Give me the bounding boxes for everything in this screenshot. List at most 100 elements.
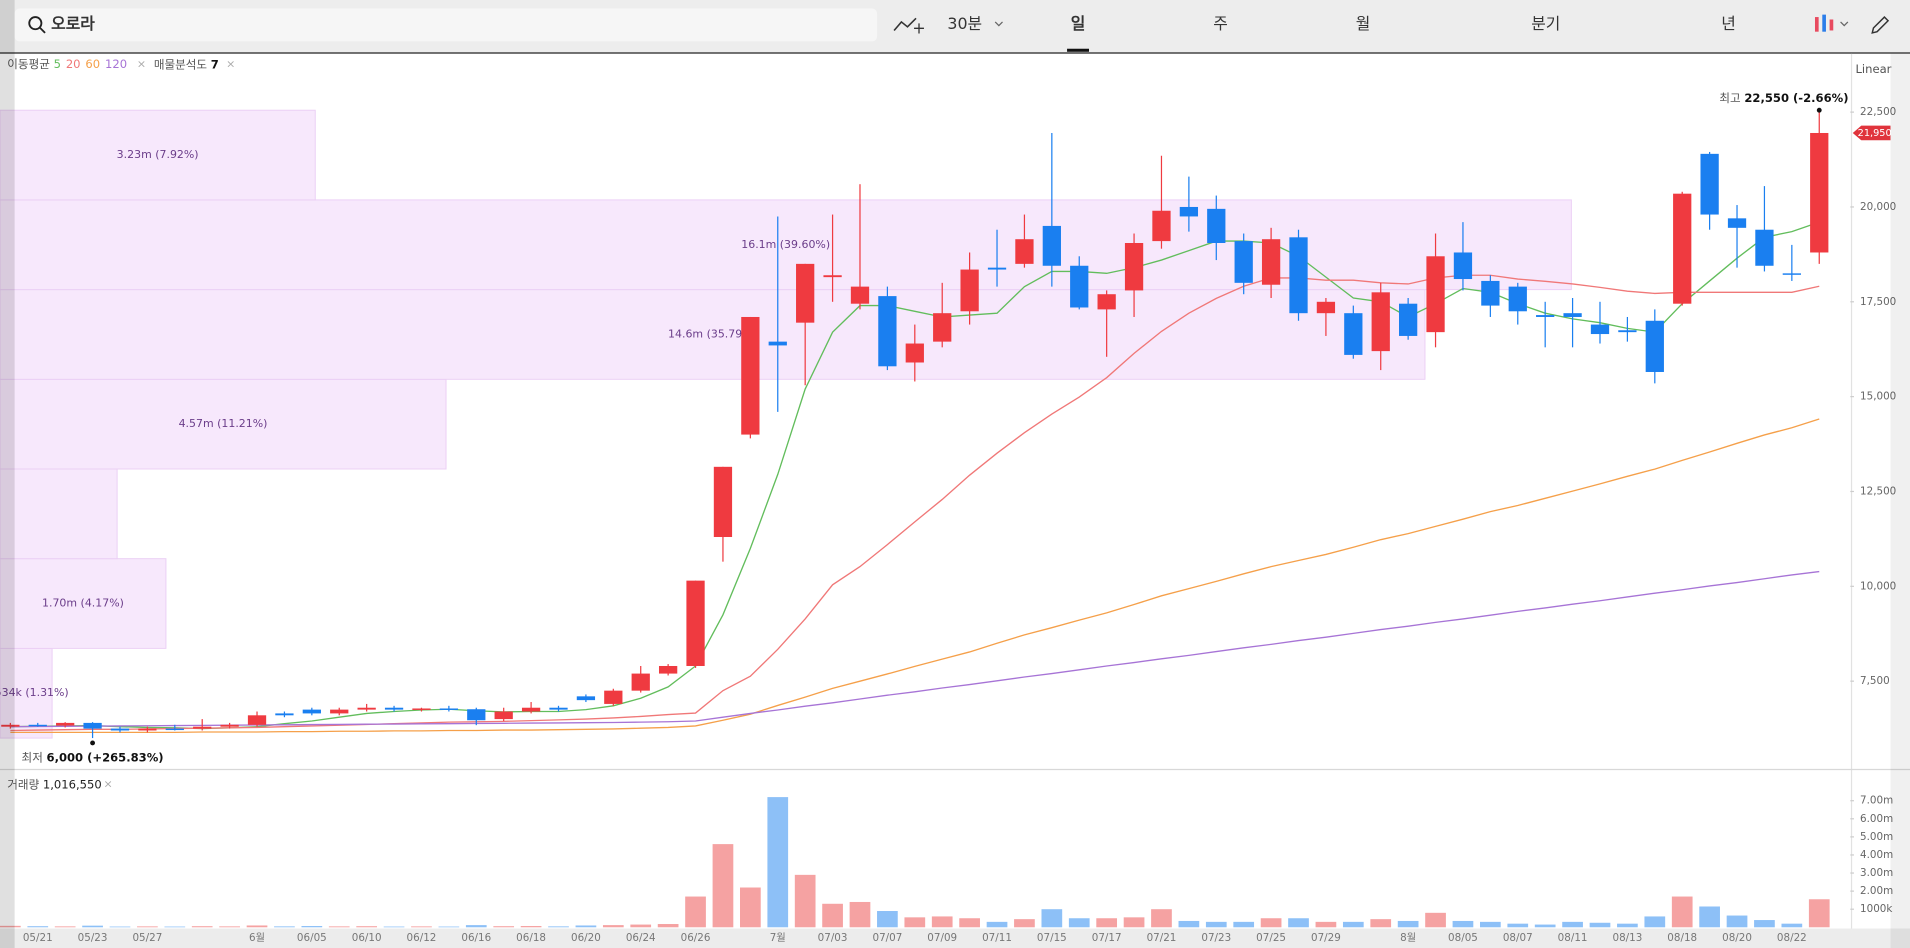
candle-icon[interactable] [1822,14,1826,32]
volume-bar [986,921,1008,928]
candle-body [1645,320,1664,372]
candle-body [1536,315,1555,317]
candle-body [576,696,596,701]
candle-body [1015,239,1034,264]
candle-body [110,728,130,731]
period-tab[interactable]: 분기 [1531,14,1560,33]
period-tab[interactable]: 월 [1356,14,1371,33]
volume-bar [685,896,706,928]
volume-bar [383,926,405,928]
candle-body [467,709,486,721]
candle-icon[interactable] [1814,17,1819,32]
volume-tick-label: 5.00m [1860,831,1893,843]
period-tab[interactable]: 년 [1721,14,1736,33]
x-tick-label: 06/10 [352,932,382,944]
candle-body [960,269,979,312]
volume-bar [1370,919,1392,928]
candle-body [1042,225,1061,266]
close-button[interactable]: × [137,58,146,71]
search-icon [28,16,43,31]
profile-label: 534k (1.31%) [0,686,69,699]
profile-label-text: 매물분석도 [154,57,208,71]
volume-bar [1589,922,1611,928]
volume-bar [520,926,542,928]
volume-bar [1397,920,1419,928]
profile-label: 매물분석도 7 [154,57,219,71]
volume-bar [1260,918,1282,928]
candle-body [220,724,239,727]
search-text[interactable]: 오로라 [51,14,95,33]
y-tick-label: 15,000 [1860,391,1896,403]
volume-bar [1480,921,1501,928]
volume-bar [191,926,213,928]
period-tab[interactable]: 일 [1071,14,1086,33]
volume-bar [1288,918,1309,928]
volume-bar [822,903,843,928]
close-button[interactable]: × [226,58,235,71]
candle-body [1673,193,1692,304]
x-tick-label: 07/25 [1256,932,1286,944]
x-tick-label: 06/24 [626,932,656,944]
candle-body [1810,132,1829,253]
volume-bar [82,925,103,928]
scale-mode[interactable]: Linear [1855,62,1891,76]
right-shade [1890,53,1910,948]
volume-bar [877,911,898,928]
volume-bar [1205,921,1227,928]
x-tick-label: 06/20 [571,932,601,944]
volume-bar [109,926,131,928]
y-tick-label: 10,000 [1860,580,1896,592]
candle-body [83,722,102,729]
x-tick-label: 06/16 [461,932,491,944]
candle-body [1453,252,1473,280]
search-box[interactable] [14,8,878,42]
x-tick-label: 08/22 [1777,932,1807,944]
axes: 22,500 20,000 17,500 15,000 12,500 10,000 7,50… [23,106,1896,944]
x-tick-label: 8월 [1400,932,1416,944]
candle-body [28,724,47,727]
volume-bar [1123,917,1145,928]
volume-bar [1507,923,1529,928]
candle-body [1755,229,1774,266]
volume-bar [1342,921,1364,928]
search-icon [39,27,46,34]
candle-body [549,707,568,710]
low-annotation: 최저 6,000 (+265.83%) [22,750,164,764]
volume-bar [27,926,49,928]
x-tick-label: 07/15 [1037,932,1067,944]
profile-label: 14.6m (35.79%) [668,327,757,340]
volume-bar [1781,923,1803,928]
candle-body [439,708,459,710]
close-button[interactable]: × [104,778,113,791]
volume-bar [1808,899,1830,928]
candle-body [1070,265,1089,308]
y-tick-label: 12,500 [1860,485,1896,497]
volume-bar [1041,909,1063,928]
x-tick-label: 06/26 [681,932,711,944]
candle-body [56,722,75,726]
volume-bar [54,926,76,928]
volume-tick-label: 6.00m [1860,813,1893,825]
profile-bar [0,468,118,560]
profile-count: 7 [211,57,219,71]
candle-body [193,726,212,729]
x-axis-band [0,928,1910,948]
chart-type-icon[interactable] [893,17,917,31]
interval-select[interactable]: 30분 [947,14,982,33]
high-annotation: 최고 22,550 (-2.66%) [1719,91,1848,105]
candle-body [1344,313,1363,355]
profile-label: 1.70m (4.17%) [42,597,124,610]
candles [1,110,1829,739]
volume-bar [465,925,487,928]
volume-bar [740,887,761,928]
period-tab[interactable]: 주 [1213,14,1228,33]
draw-tool-icon[interactable] [1871,16,1890,34]
x-tick-label: 08/20 [1722,932,1752,944]
profile-bar [0,109,316,201]
volume-bar [1096,918,1118,928]
volume-bar [219,926,240,928]
volume-bar [1617,923,1638,928]
candle-icon[interactable] [1829,19,1834,31]
